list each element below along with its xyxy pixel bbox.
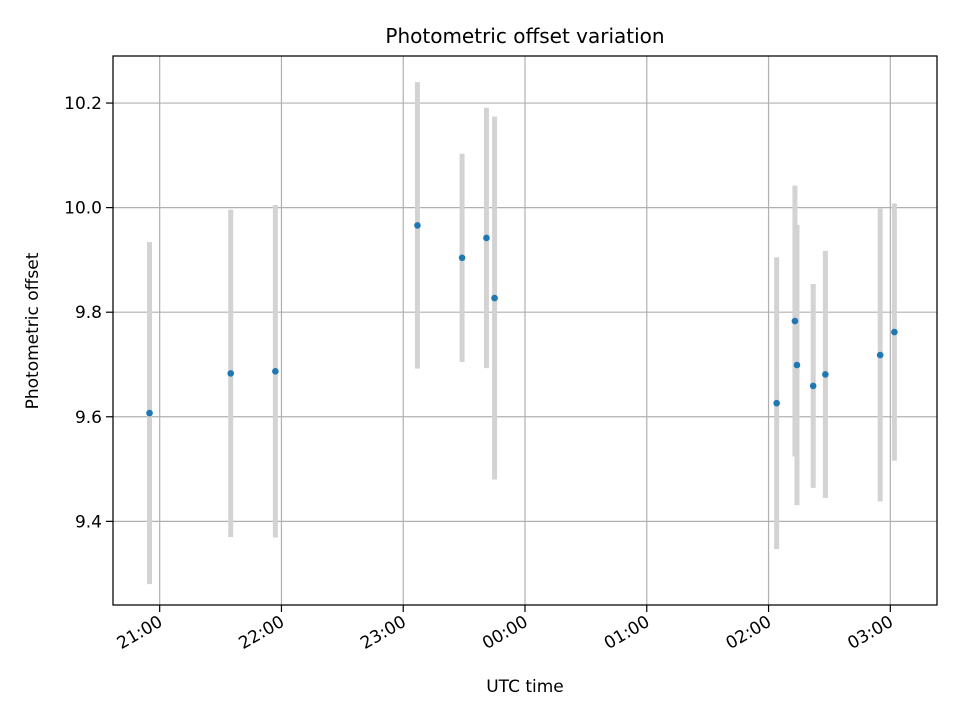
data-point [483, 234, 490, 242]
data-point [891, 328, 898, 336]
grid [113, 56, 937, 605]
y-tick-label: 9.4 [75, 512, 102, 532]
data-points [146, 222, 898, 417]
data-point [491, 294, 498, 302]
data-point [458, 254, 466, 262]
data-point [793, 361, 801, 369]
data-point [791, 317, 799, 325]
data-point [272, 367, 279, 375]
y-tick-label: 10.2 [64, 94, 102, 114]
y-axis-label: Photometric offset [23, 252, 43, 409]
y-axis-ticks: 9.4 9.6 9.8 10.0 10.2 [64, 94, 113, 532]
y-tick-label: 10.0 [64, 199, 102, 219]
y-tick-label: 9.6 [75, 408, 102, 428]
data-point [822, 371, 829, 378]
chart-title: Photometric offset variation [385, 24, 664, 48]
data-point [876, 351, 884, 359]
x-axis-label: UTC time [486, 677, 564, 697]
data-point [146, 409, 153, 417]
y-tick-label: 9.8 [75, 303, 102, 323]
data-point [773, 399, 780, 407]
data-point [414, 222, 421, 229]
data-point [809, 382, 817, 390]
data-point [227, 370, 235, 377]
